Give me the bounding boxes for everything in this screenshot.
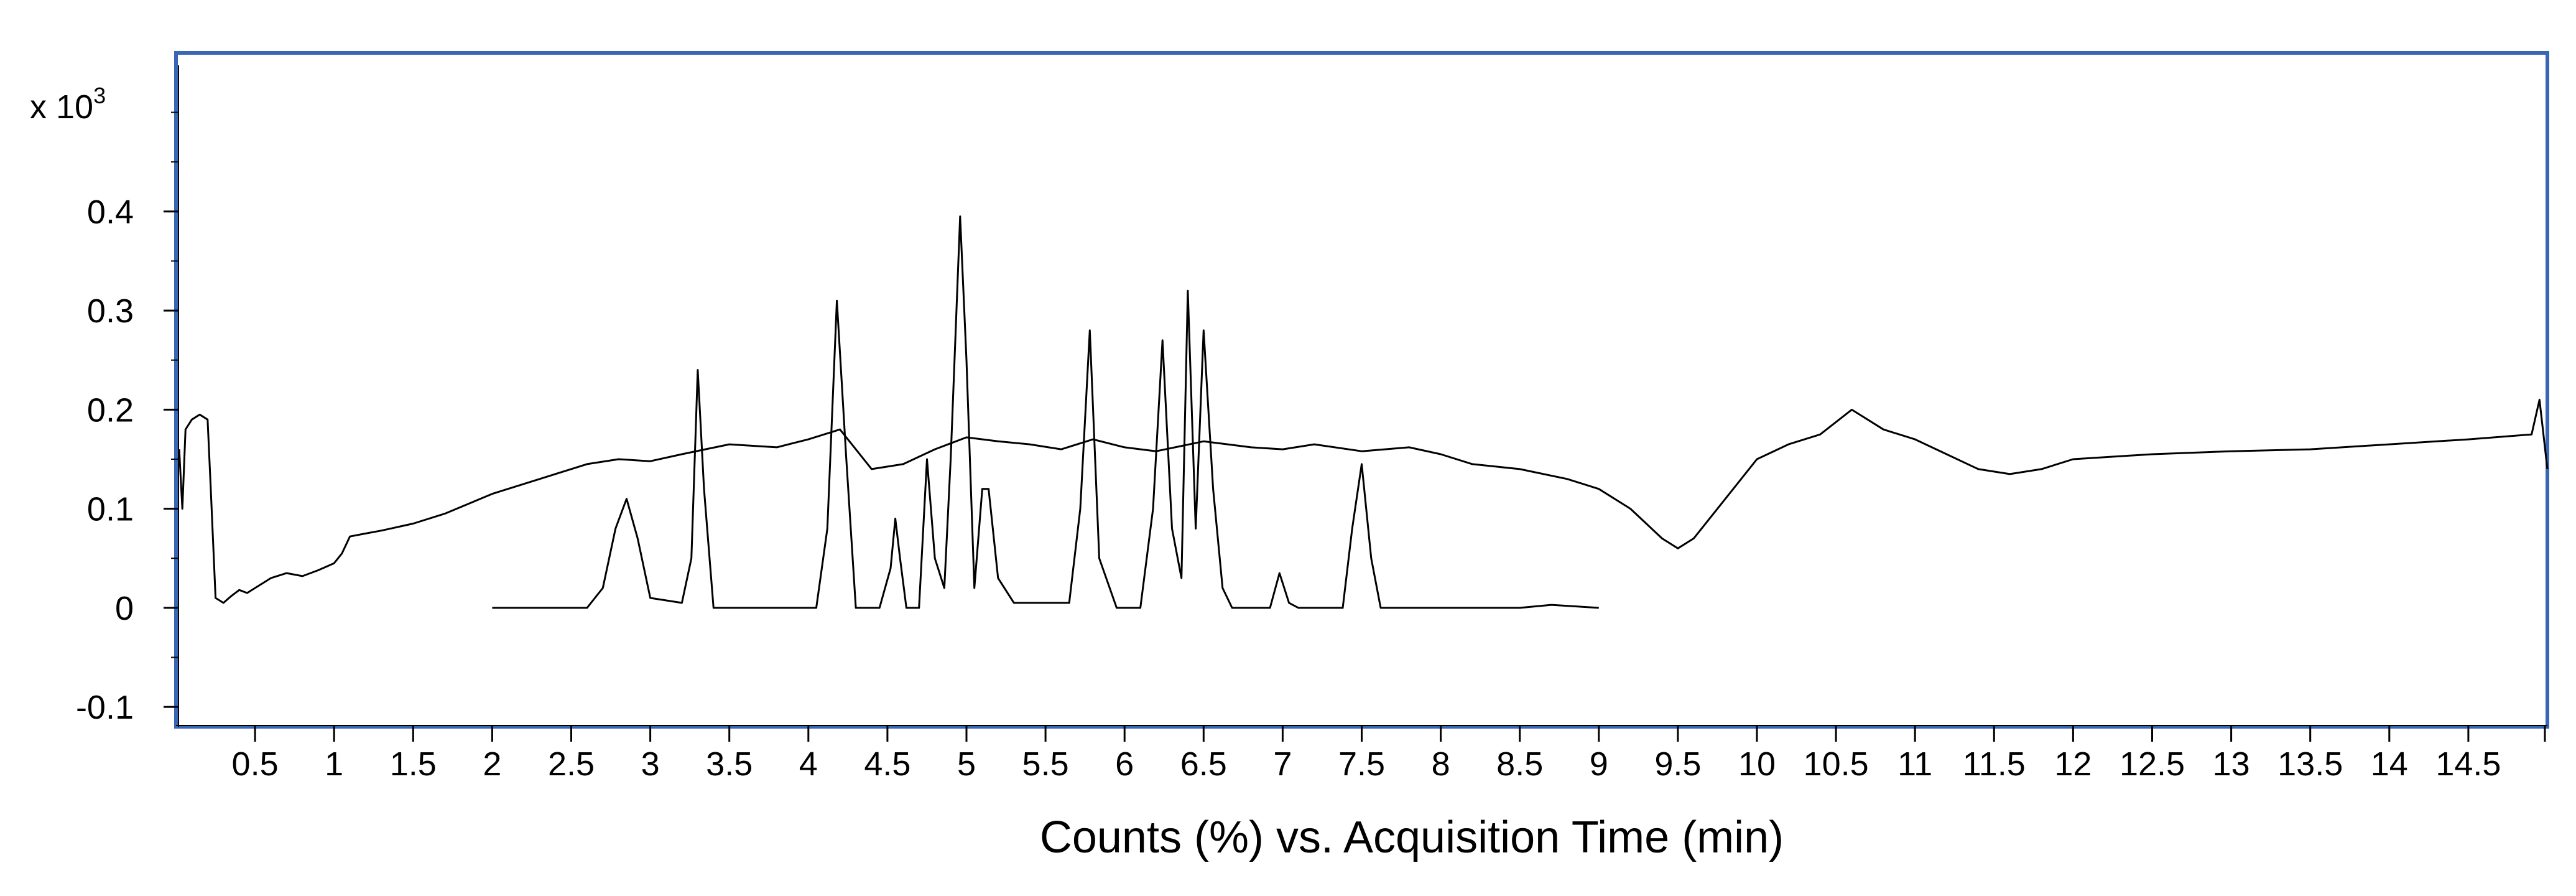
x-tick-label: 6: [1115, 745, 1134, 783]
x-tick-label: 7.5: [1338, 745, 1385, 783]
x-tick-label: 3: [641, 745, 660, 783]
x-tick-label: 12: [2054, 745, 2092, 783]
x-tick-label: 9.5: [1654, 745, 1701, 783]
y-tick-label: 0.3: [87, 292, 134, 330]
x-tick-label: 4.5: [864, 745, 910, 783]
y-multiplier-exponent: 3: [93, 83, 106, 108]
x-tick-label: 7: [1273, 745, 1292, 783]
x-tick-label: 1: [325, 745, 343, 783]
x-tick-label: 8: [1432, 745, 1450, 783]
y-tick-label: 0: [115, 590, 134, 627]
x-tick-label: 11.5: [1963, 745, 2026, 783]
x-tick-label: 10: [1738, 745, 1776, 783]
y-multiplier-prefix: x 10: [30, 88, 93, 126]
x-tick-label: 2: [483, 745, 501, 783]
y-multiplier-label: x 103: [30, 83, 106, 126]
x-tick-label: 9: [1590, 745, 1608, 783]
x-tick-label: 8.5: [1496, 745, 1543, 783]
x-tick-label: 5.5: [1022, 745, 1069, 783]
series-line-1: [178, 398, 2549, 604]
x-axis-title: Counts (%) vs. Acquisition Time (min): [1040, 813, 1784, 862]
x-tick-label: 10.5: [1804, 745, 1869, 783]
x-tick-label: 14: [2371, 745, 2408, 783]
x-tick-label: 13: [2213, 745, 2250, 783]
x-tick-label: 0.5: [232, 745, 279, 783]
y-tick-label: 0.2: [87, 391, 134, 429]
x-tick-label: 1.5: [390, 745, 437, 783]
y-tick-label: 0.1: [87, 491, 134, 528]
x-tick-label: 6.5: [1180, 745, 1227, 783]
series-line-2: [492, 215, 1599, 609]
x-tick-label: 4: [799, 745, 818, 783]
x-tick-label: 5: [957, 745, 976, 783]
x-tick-label: 14.5: [2435, 745, 2501, 783]
x-tick-label: 2.5: [548, 745, 595, 783]
y-tick-label: 0.4: [87, 194, 134, 231]
y-tick-label: -0.1: [76, 689, 134, 726]
x-tick-label: 3.5: [706, 745, 753, 783]
x-tick-label: 13.5: [2277, 745, 2343, 783]
plot-frame: [174, 51, 2549, 729]
x-tick-label: 11: [1897, 745, 1932, 783]
x-tick-label: 12.5: [2120, 745, 2185, 783]
